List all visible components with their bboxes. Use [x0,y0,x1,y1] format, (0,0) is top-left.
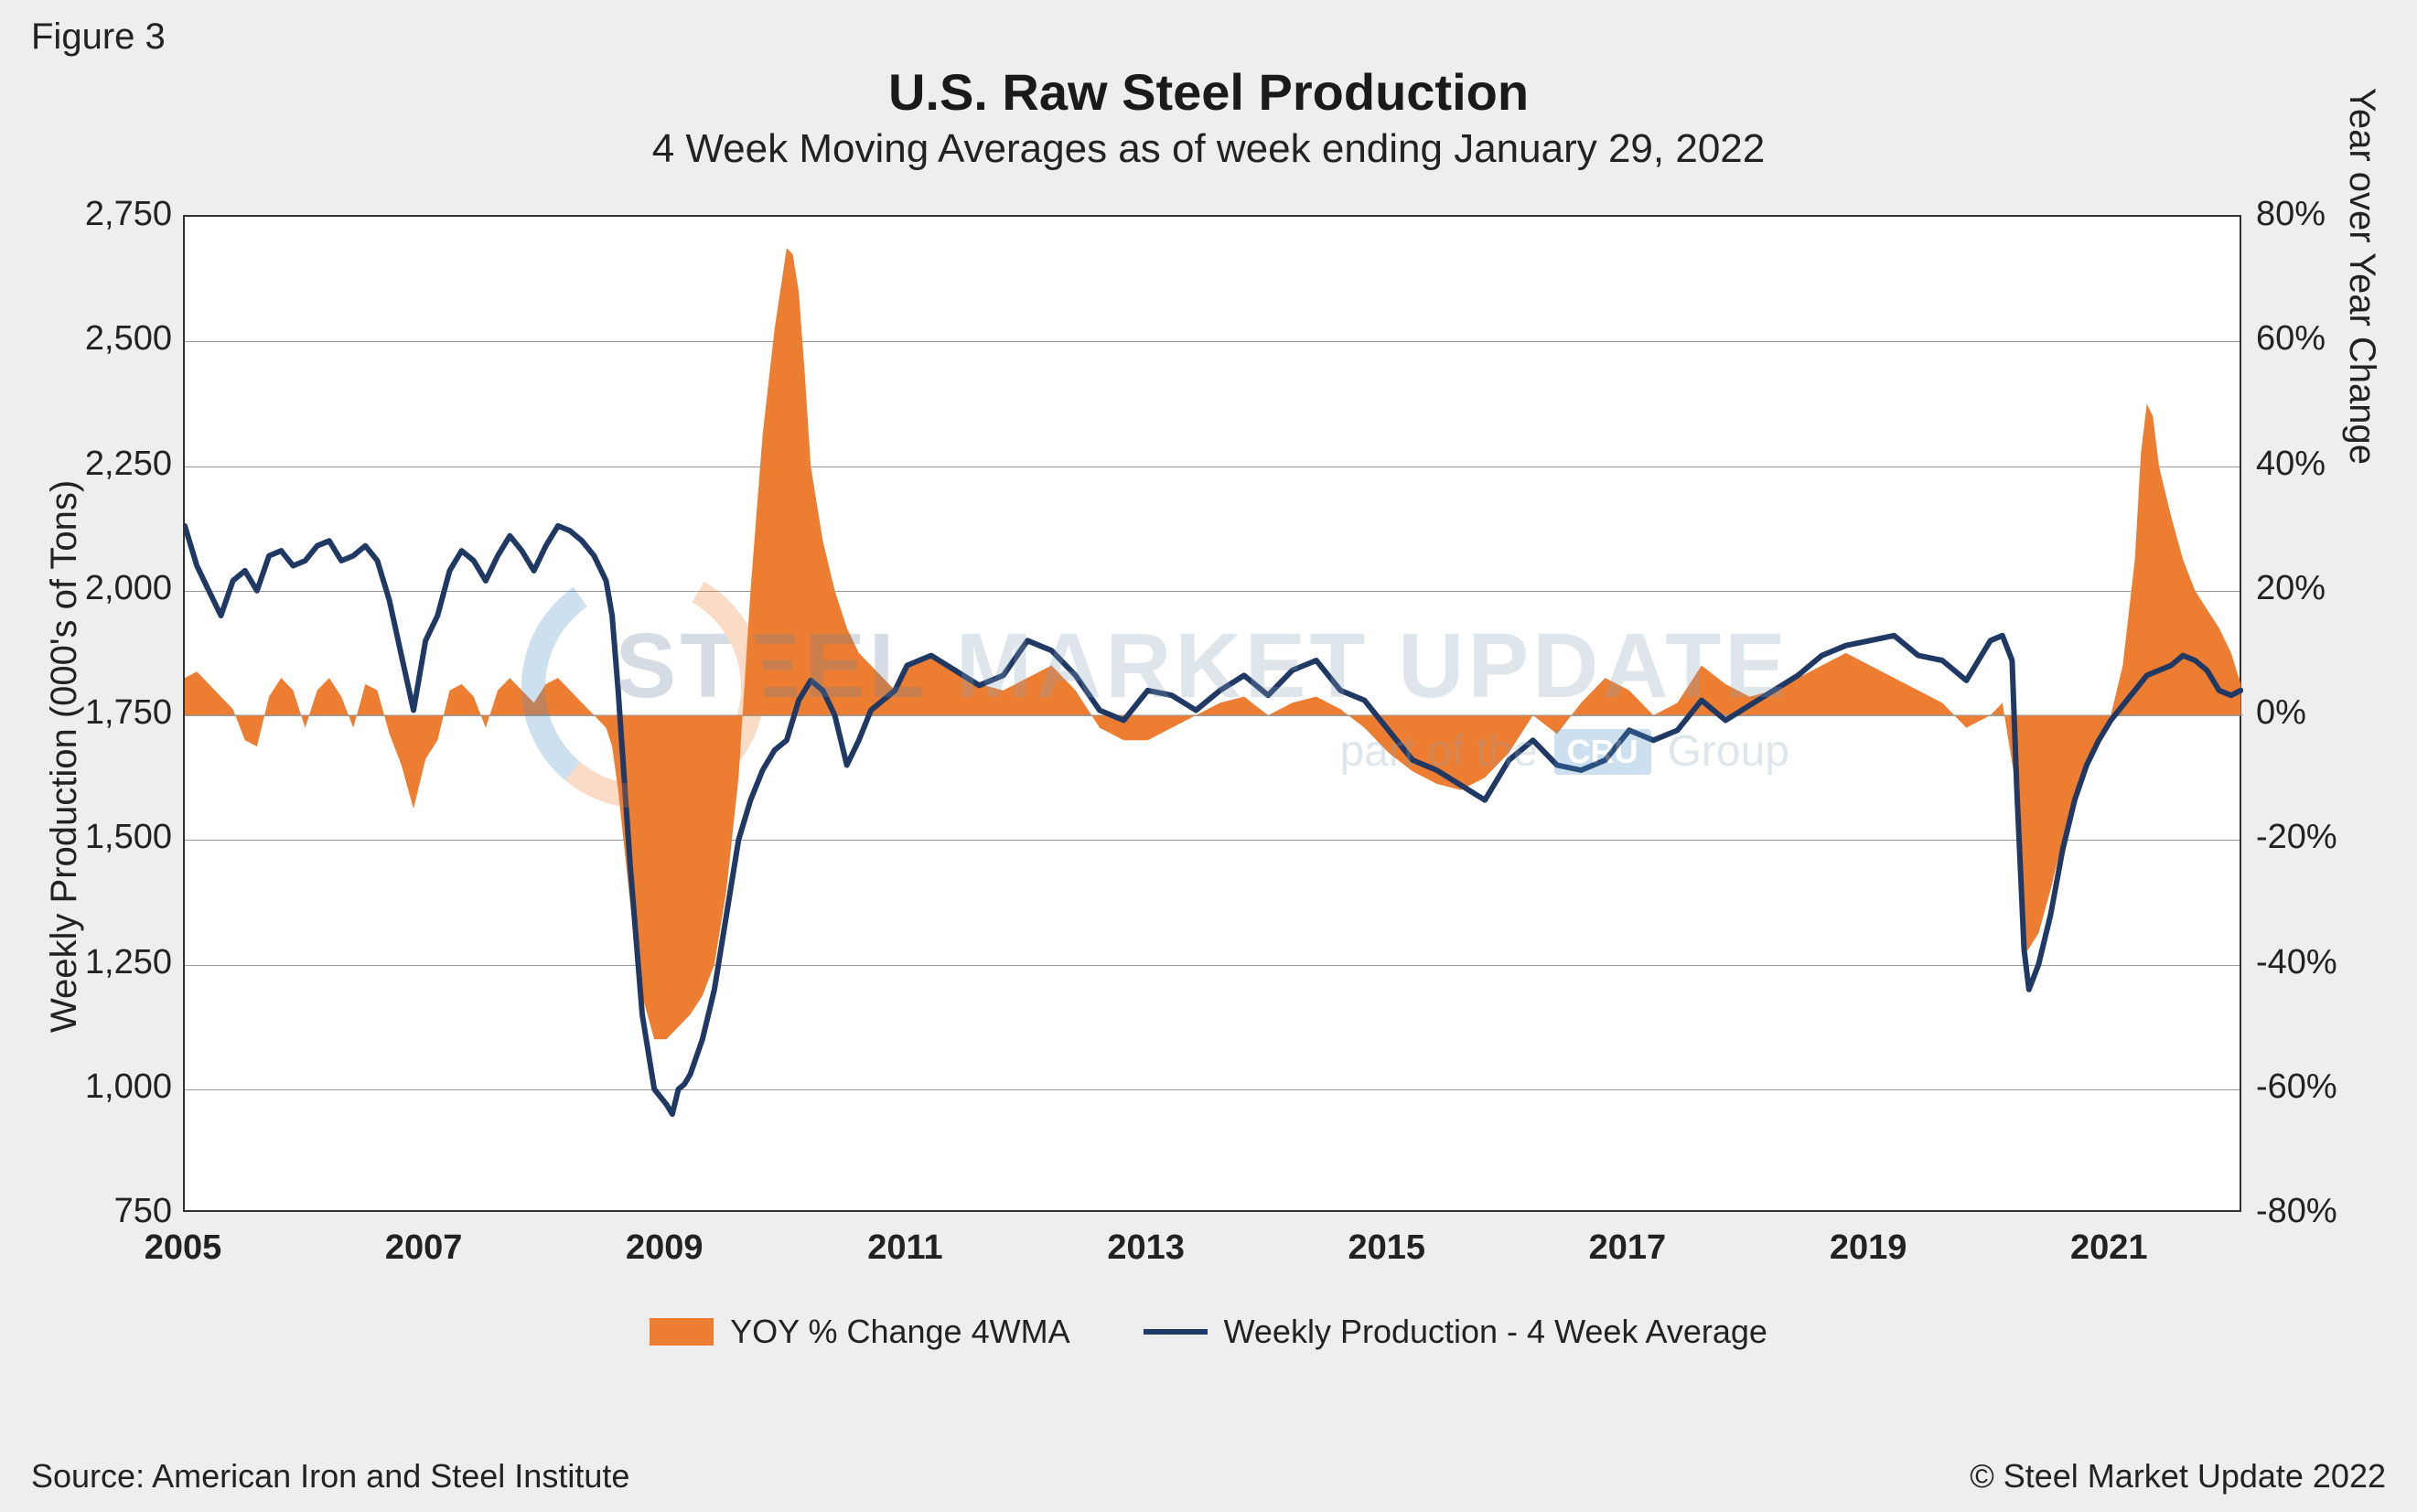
x-tick-label: 2021 [2054,1228,2164,1268]
legend-label-area: YOY % Change 4WMA [730,1313,1070,1351]
plot-svg [185,217,2243,1214]
y-right-tick-label: 60% [2256,319,2326,359]
y-left-tick-label: 2,250 [64,445,172,484]
series-yoy-area [185,248,2240,1039]
chart-subtitle: 4 Week Moving Averages as of week ending… [0,126,2417,172]
y-right-tick-label: 20% [2256,569,2326,608]
legend-swatch-area-icon [650,1318,714,1346]
y-right-tick-label: 40% [2256,445,2326,484]
y-left-tick-label: 1,750 [64,693,172,733]
legend-label-line: Weekly Production - 4 Week Average [1224,1313,1767,1351]
x-tick-label: 2013 [1091,1228,1201,1268]
y-right-tick-label: 80% [2256,195,2326,234]
y-right-tick-label: -40% [2256,943,2337,982]
x-tick-label: 2019 [1813,1228,1923,1268]
legend-item-area: YOY % Change 4WMA [650,1313,1070,1351]
x-tick-label: 2015 [1332,1228,1442,1268]
y-right-tick-label: 0% [2256,693,2306,733]
y-left-tick-label: 1,250 [64,943,172,982]
y-right-tick-label: -80% [2256,1192,2337,1231]
y-axis-right-title: Year over Year Change [2341,87,2382,464]
y-left-tick-label: 2,500 [64,319,172,359]
y-left-tick-label: 750 [64,1192,172,1231]
legend: YOY % Change 4WMA Weekly Production - 4 … [0,1313,2417,1351]
x-tick-label: 2009 [609,1228,719,1268]
x-tick-label: 2007 [369,1228,478,1268]
y-left-tick-label: 1,500 [64,818,172,857]
figure-container: Figure 3 U.S. Raw Steel Production 4 Wee… [0,0,2417,1512]
y-left-tick-label: 1,000 [64,1067,172,1107]
source-attribution: Source: American Iron and Steel Institut… [31,1457,629,1496]
copyright-notice: © Steel Market Update 2022 [1970,1457,2386,1496]
x-tick-label: 2011 [850,1228,960,1268]
series-production-line [185,526,2240,1114]
legend-swatch-line-icon [1144,1329,1208,1335]
y-right-tick-label: -20% [2256,818,2337,857]
x-tick-label: 2005 [128,1228,238,1268]
x-tick-label: 2017 [1573,1228,1682,1268]
y-left-tick-label: 2,750 [64,195,172,234]
y-right-tick-label: -60% [2256,1067,2337,1107]
y-left-tick-label: 2,000 [64,569,172,608]
legend-item-line: Weekly Production - 4 Week Average [1144,1313,1767,1351]
figure-label: Figure 3 [31,16,166,58]
chart-title: U.S. Raw Steel Production [0,62,2417,122]
plot-area [183,215,2241,1212]
